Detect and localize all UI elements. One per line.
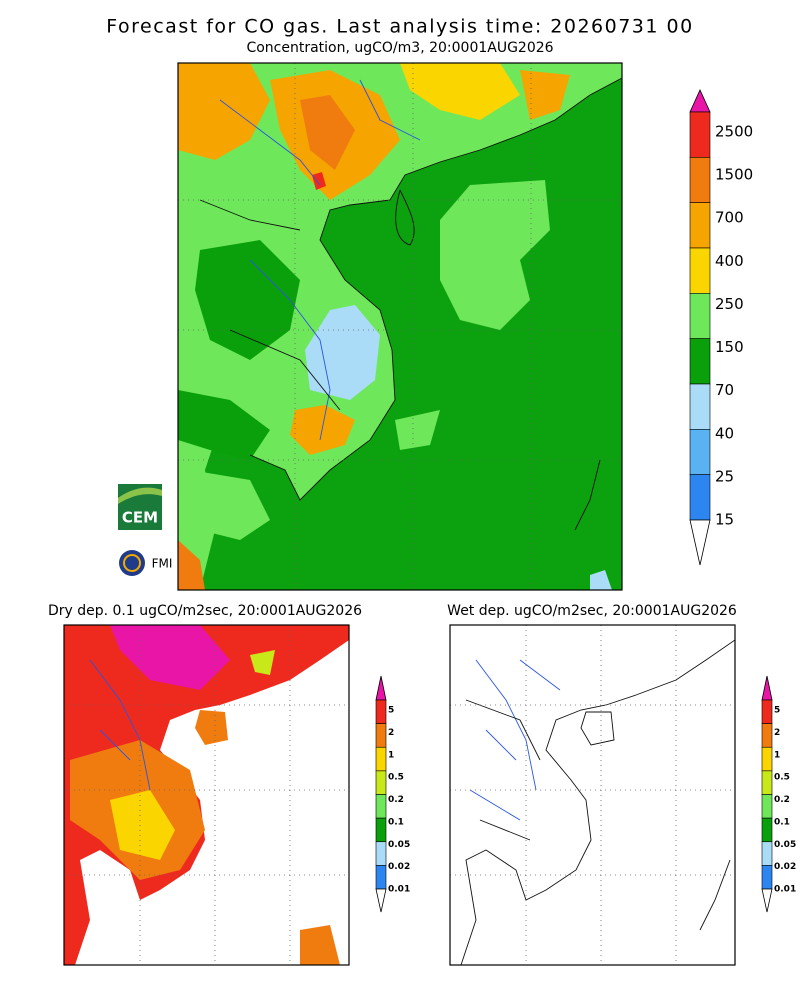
colorbar-segment xyxy=(689,202,711,249)
logo-text: FMI xyxy=(152,557,173,571)
colorbar-label: 5 xyxy=(388,706,394,716)
colorbar-label: 150 xyxy=(715,338,744,356)
wet-dep-map xyxy=(449,624,736,966)
colorbar-label: 0.01 xyxy=(774,885,796,895)
colorbar-label: 0.02 xyxy=(388,862,410,872)
colorbar-segment xyxy=(689,338,711,385)
colorbar-segment xyxy=(375,770,387,795)
colorbar-segment xyxy=(689,293,711,339)
colorbar-segment xyxy=(689,429,711,475)
colorbar-label: 0.05 xyxy=(774,840,796,850)
colorbar-segment xyxy=(689,247,711,294)
colorbar-segment xyxy=(761,817,773,843)
colorbar-segment xyxy=(761,746,773,772)
colorbar-label: 0.01 xyxy=(388,885,410,895)
colorbar-arrow xyxy=(761,888,773,913)
colorbar-segment xyxy=(689,474,711,521)
colorbar-arrow xyxy=(689,519,711,566)
colorbar-segment xyxy=(689,383,711,430)
page-title: Forecast for CO gas. Last analysis time:… xyxy=(106,16,693,38)
logo-text: CEM xyxy=(122,509,158,527)
main-map xyxy=(177,62,623,591)
colorbar-label: 25 xyxy=(715,467,734,485)
colorbar-label: 2 xyxy=(388,728,394,738)
colorbar-label: 2500 xyxy=(715,123,753,141)
colorbar-label: 700 xyxy=(715,209,744,227)
panel-subtitle: Concentration, ugCO/m3, 20:0001AUG2026 xyxy=(246,40,553,56)
colorbar-label: 400 xyxy=(715,252,744,270)
colorbar-label: 0.02 xyxy=(774,862,796,872)
colorbar-label: 1 xyxy=(774,750,780,760)
colorbar-segment xyxy=(761,723,773,748)
colorbar-segment xyxy=(761,841,773,866)
dry-dep-map xyxy=(63,624,350,966)
colorbar-arrow xyxy=(761,675,773,701)
colorbar-label: 0.1 xyxy=(388,817,404,827)
colorbar-label: 0.05 xyxy=(388,840,410,850)
colorbar-segment xyxy=(375,794,387,819)
colorbar-arrow xyxy=(689,89,711,113)
colorbar-segment xyxy=(761,865,773,890)
colorbar-label: 0.5 xyxy=(388,773,404,783)
colorbar-label: 250 xyxy=(715,295,744,313)
colorbar-segment xyxy=(689,157,711,203)
colorbar-label: 70 xyxy=(715,381,734,399)
colorbar-segment xyxy=(375,865,387,890)
colorbar-segment xyxy=(375,699,387,724)
colorbar-segment xyxy=(375,841,387,866)
colorbar-label: 15 xyxy=(715,511,734,529)
panel-subtitle: Wet dep. ugCO/m2sec, 20:0001AUG2026 xyxy=(447,603,737,619)
panel-subtitle: Dry dep. 0.1 ugCO/m2sec, 20:0001AUG2026 xyxy=(48,603,362,619)
cem-logo: CEM xyxy=(118,484,162,530)
colorbar-label: 2 xyxy=(774,728,780,738)
colorbar-label: 5 xyxy=(774,706,780,716)
colorbar-segment xyxy=(761,794,773,819)
colorbar-segment xyxy=(375,723,387,748)
colorbar-segment xyxy=(689,111,711,158)
colorbar-label: 1500 xyxy=(715,166,753,184)
colorbar-arrow xyxy=(375,675,387,701)
colorbar-label: 1 xyxy=(388,750,394,760)
colorbar-segment xyxy=(375,746,387,772)
fmi-logo: FMI xyxy=(119,550,172,576)
colorbar-label: 0.2 xyxy=(774,795,790,805)
colorbar-arrow xyxy=(375,888,387,913)
colorbar-label: 0.2 xyxy=(388,795,404,805)
colorbar-label: 40 xyxy=(715,424,734,442)
colorbar-segment xyxy=(761,770,773,795)
colorbar-label: 0.1 xyxy=(774,817,790,827)
colorbar-label: 0.5 xyxy=(774,773,790,783)
colorbar-segment xyxy=(375,817,387,843)
colorbar-segment xyxy=(761,699,773,724)
